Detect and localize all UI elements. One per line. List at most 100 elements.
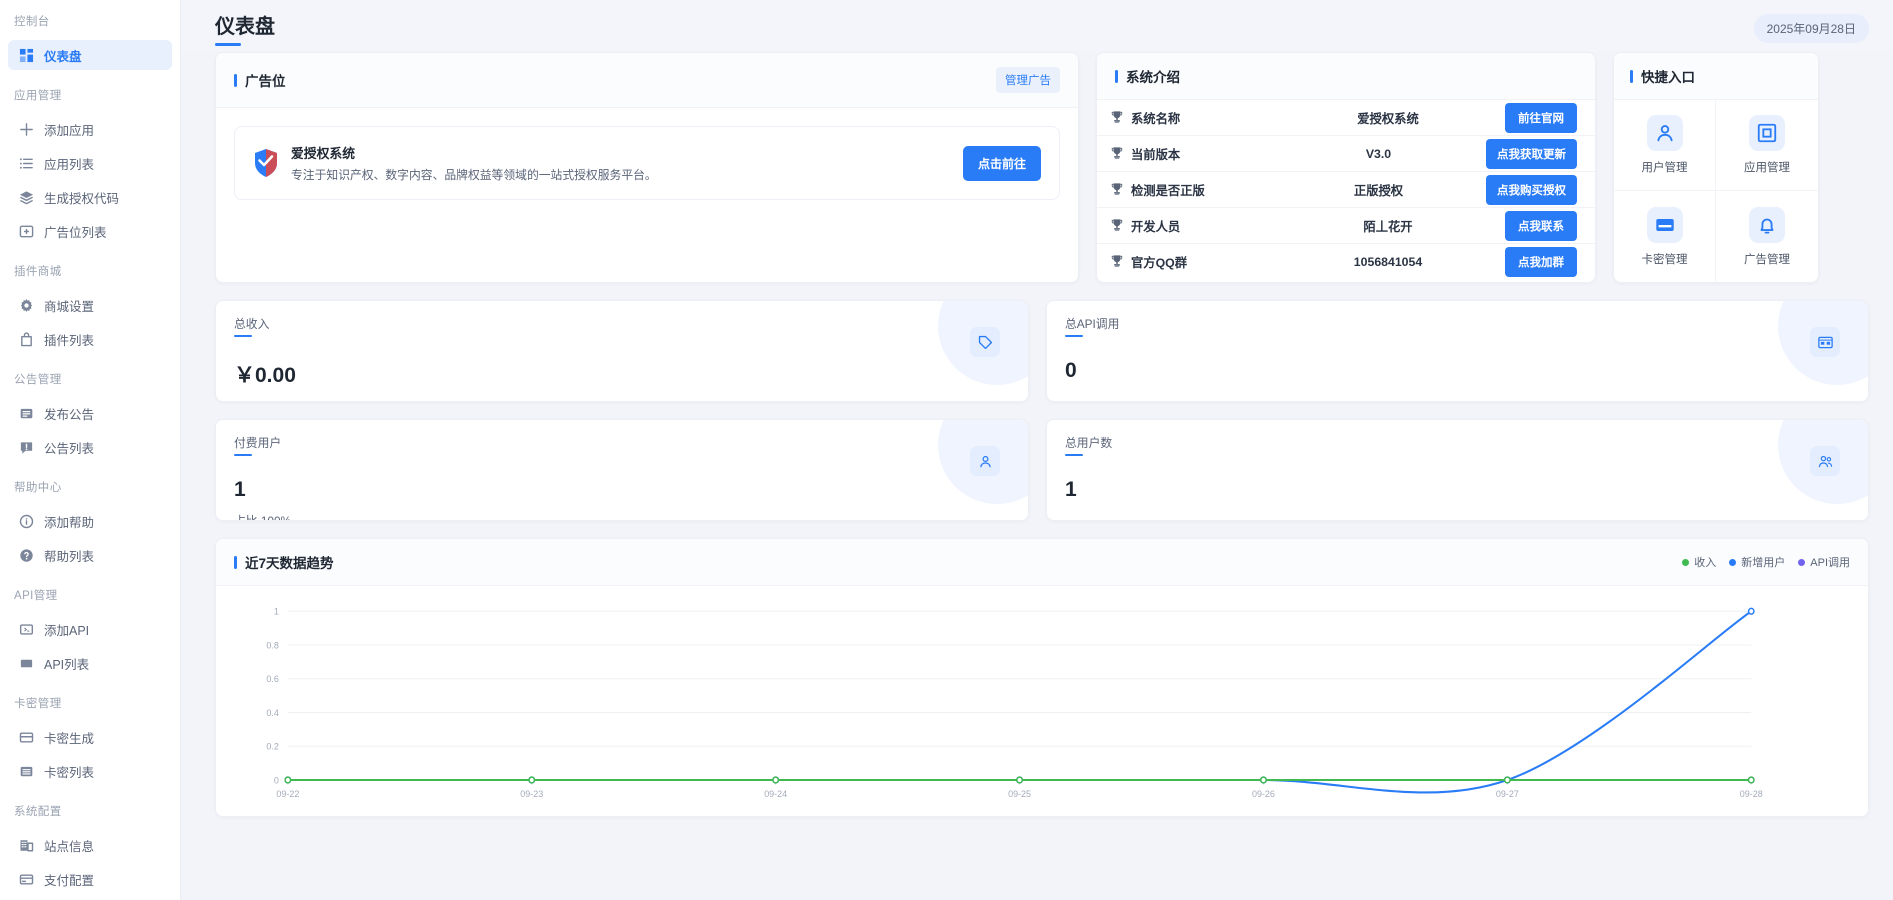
svg-text:09-24: 09-24 (764, 789, 787, 799)
sidebar-item-filled-square[interactable]: API列表 (8, 648, 172, 678)
tag-icon (970, 327, 1000, 357)
user-outline-icon (970, 446, 1000, 476)
system-info-action-button[interactable]: 前往官网 (1505, 102, 1577, 133)
quick-access-card: 快捷入口 用户管理 应用管理 卡密管理 广告管理 (1613, 52, 1819, 283)
svg-text:09-28: 09-28 (1740, 789, 1763, 799)
system-info-action-button[interactable]: 点我联系 (1505, 210, 1577, 241)
stat-sub: 占比 100% (234, 514, 292, 521)
system-info-label-wrap: 当前版本 (1111, 145, 1271, 163)
sidebar-item-label: 商城设置 (44, 299, 95, 314)
sidebar-item-label: API列表 (44, 657, 90, 672)
system-info-value: 爱授权系统 (1357, 111, 1419, 126)
layers-icon (18, 189, 35, 206)
announce-icon (18, 439, 35, 456)
chart-legend-item[interactable]: 新增用户 (1729, 554, 1785, 570)
plus-icon (18, 121, 35, 138)
stat-value: 0 (1065, 359, 1077, 382)
manage-ads-button[interactable]: 管理广告 (996, 67, 1060, 93)
bell-icon (1749, 206, 1785, 243)
ad-item[interactable]: 爱授权系统 专注于知识产权、数字内容、品牌权益等领域的一站式授权服务平台。 点击… (234, 126, 1060, 200)
system-info-action-button[interactable]: 点我获取更新 (1486, 138, 1577, 169)
sidebar-item-info-circle[interactable]: 添加帮助 (8, 506, 172, 536)
stat-label: 总用户数 (1065, 434, 1112, 456)
sidebar-item-building[interactable]: 站点信息 (8, 830, 172, 860)
note-icon (18, 405, 35, 422)
sidebar-item-label: 发布公告 (44, 407, 95, 422)
svg-text:0: 0 (274, 775, 279, 785)
trophy-icon (1111, 110, 1123, 126)
add-box-icon (18, 223, 35, 240)
trophy-icon (1111, 254, 1123, 270)
trend-chart-card: 近7天数据趋势 收入 新增用户 API调用 0 0.2 0.4 0.6 0.8 1 09-22 0… (215, 538, 1869, 817)
question-circle-icon (18, 547, 35, 564)
dashboard-icon (18, 47, 35, 64)
system-info-label: 开发人员 (1131, 219, 1181, 234)
rows-icon (18, 763, 35, 780)
sidebar-item-dashboard[interactable]: 仪表盘 (8, 40, 172, 70)
system-info-row: 当前版本 V3.0 点我获取更新 (1097, 136, 1595, 172)
sidebar-group-title: 应用管理 (14, 90, 62, 102)
chart-legend-item[interactable]: API调用 (1798, 554, 1850, 570)
stat-card: 付费用户 1 占比 100% (215, 419, 1029, 521)
sidebar-item-card[interactable]: 卡密生成 (8, 722, 172, 752)
sidebar-item-bag[interactable]: 插件列表 (8, 324, 172, 354)
system-info-value: 陌丄花开 (1363, 219, 1413, 234)
sidebar-item-label: 生成授权代码 (44, 191, 120, 206)
bag-icon (18, 331, 35, 348)
system-info-action-button[interactable]: 点我购买授权 (1486, 174, 1577, 205)
sidebar-item-list[interactable]: 应用列表 (8, 148, 172, 178)
system-info-label: 当前版本 (1131, 147, 1181, 162)
shield-logo-icon (253, 148, 279, 178)
ad-cta-button[interactable]: 点击前往 (962, 145, 1041, 181)
ad-item-text: 爱授权系统 专注于知识产权、数字内容、品牌权益等领域的一站式授权服务平台。 (291, 143, 657, 183)
system-card-title: 系统介绍 (1115, 66, 1180, 86)
sidebar-item-add-box[interactable]: 广告位列表 (8, 216, 172, 246)
sidebar-item-announce[interactable]: 公告列表 (8, 432, 172, 462)
sidebar-item-rows[interactable]: 卡密列表 (8, 756, 172, 786)
quick-access-item[interactable]: 卡密管理 (1614, 191, 1716, 282)
system-info-action-button[interactable]: 点我加群 (1505, 247, 1577, 277)
sidebar-group-title: 系统配置 (14, 806, 62, 818)
quick-access-item[interactable]: 用户管理 (1614, 100, 1716, 191)
quick-access-label: 用户管理 (1641, 162, 1688, 174)
legend-dot-icon (1682, 558, 1690, 566)
sidebar-item-label: 公告列表 (44, 441, 95, 456)
chart-legend-item[interactable]: 收入 (1682, 554, 1716, 570)
system-info-label-wrap: 开发人员 (1111, 217, 1271, 235)
svg-text:09-23: 09-23 (520, 789, 543, 799)
payment-card-icon (18, 871, 35, 888)
stat-card: 总用户数 1 (1046, 419, 1869, 521)
trophy-icon (1111, 218, 1123, 234)
building-icon (18, 837, 35, 854)
user-icon (1646, 115, 1683, 151)
sidebar-item-gear[interactable]: 商城设置 (8, 290, 172, 320)
system-info-row: 检测是否正版 正版授权 点我购买授权 (1097, 172, 1595, 208)
quick-access-label: 广告管理 (1744, 253, 1790, 266)
quick-access-label: 卡密管理 (1641, 253, 1688, 266)
quick-access-item[interactable]: 广告管理 (1716, 191, 1818, 282)
stat-row-1: 总收入 ￥0.00 总API调用 0 (215, 300, 1869, 402)
stat-card: 总收入 ￥0.00 (215, 300, 1029, 402)
sidebar-item-question-circle[interactable]: 帮助列表 (8, 540, 172, 570)
sidebar-item-label: 站点信息 (44, 839, 95, 854)
quick-access-grid: 用户管理 应用管理卡密管理 广告管理 (1614, 100, 1818, 282)
legend-label: API调用 (1810, 557, 1850, 569)
sidebar-item-api-box[interactable]: 添加API (8, 614, 172, 644)
sidebar-item-label: 插件列表 (44, 333, 95, 348)
quick-access-item[interactable]: 应用管理 (1716, 100, 1818, 191)
legend-dot-icon (1798, 558, 1806, 566)
line-chart: 0 0.2 0.4 0.6 0.8 1 09-22 09-23 09-24 09-25 09-26 0… (266, 606, 1763, 799)
sidebar-item-plus[interactable]: 添加应用 (8, 114, 172, 144)
svg-text:09-27: 09-27 (1496, 789, 1519, 799)
sidebar-item-label: 仪表盘 (44, 49, 82, 64)
sidebar-item-layers[interactable]: 生成授权代码 (8, 182, 172, 212)
sidebar-item-label: 应用列表 (44, 157, 95, 172)
sidebar-item-label: 帮助列表 (44, 549, 95, 564)
sidebar-item-note[interactable]: 发布公告 (8, 398, 172, 428)
sidebar-item-label: 卡密生成 (44, 731, 95, 746)
sidebar-group-title: API管理 (14, 590, 58, 602)
ad-card-title: 广告位 (234, 70, 286, 90)
stat-label: 总收入 (234, 315, 269, 337)
sidebar-item-payment-card[interactable]: 支付配置 (8, 864, 172, 894)
